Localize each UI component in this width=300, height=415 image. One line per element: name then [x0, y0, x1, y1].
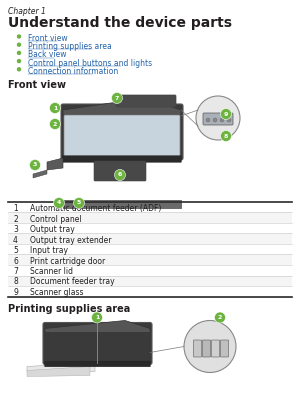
Circle shape [29, 159, 40, 171]
Text: 2: 2 [53, 122, 57, 127]
Text: Printing supplies area: Printing supplies area [8, 305, 130, 315]
Text: Back view: Back view [28, 50, 67, 59]
Circle shape [115, 169, 125, 181]
Text: 1: 1 [13, 204, 18, 213]
FancyBboxPatch shape [64, 115, 180, 157]
Circle shape [17, 35, 20, 38]
Circle shape [220, 130, 232, 142]
Circle shape [206, 118, 210, 122]
FancyBboxPatch shape [212, 340, 220, 357]
Text: 8: 8 [224, 134, 228, 139]
FancyBboxPatch shape [220, 340, 229, 357]
Text: Connection information: Connection information [28, 67, 118, 76]
Text: Printing supplies area: Printing supplies area [28, 42, 112, 51]
Text: 6: 6 [13, 256, 18, 266]
Circle shape [17, 43, 20, 46]
Text: Control panel buttons and lights: Control panel buttons and lights [28, 59, 152, 68]
Text: 4: 4 [57, 200, 61, 205]
FancyBboxPatch shape [94, 161, 146, 181]
Circle shape [50, 119, 61, 129]
Text: 1: 1 [53, 105, 57, 110]
FancyBboxPatch shape [202, 340, 211, 357]
Text: Output tray extender: Output tray extender [30, 235, 112, 244]
Circle shape [227, 118, 231, 122]
Text: Control panel: Control panel [30, 215, 82, 224]
Polygon shape [33, 170, 47, 178]
Text: Automatic document feeder (ADF): Automatic document feeder (ADF) [30, 204, 161, 213]
Text: 3: 3 [33, 163, 37, 168]
FancyBboxPatch shape [194, 340, 202, 357]
Text: Scanner lid: Scanner lid [30, 267, 73, 276]
Text: Front view: Front view [28, 34, 68, 43]
FancyBboxPatch shape [8, 234, 292, 244]
Text: 3: 3 [13, 225, 18, 234]
Text: 1: 1 [95, 315, 99, 320]
Text: 7: 7 [115, 95, 119, 100]
FancyBboxPatch shape [8, 254, 292, 265]
Polygon shape [27, 362, 95, 371]
Polygon shape [63, 200, 181, 208]
FancyBboxPatch shape [203, 113, 233, 125]
Text: Input tray: Input tray [30, 246, 68, 255]
Text: Front view: Front view [8, 80, 66, 90]
Text: 2: 2 [13, 215, 18, 224]
FancyBboxPatch shape [8, 212, 292, 223]
Text: 9: 9 [224, 112, 228, 117]
Circle shape [17, 68, 20, 71]
Circle shape [74, 198, 85, 208]
Circle shape [196, 96, 240, 140]
Polygon shape [63, 98, 181, 115]
FancyBboxPatch shape [8, 276, 292, 286]
Polygon shape [45, 320, 150, 332]
Polygon shape [47, 158, 63, 170]
FancyBboxPatch shape [63, 156, 181, 162]
Circle shape [220, 118, 224, 122]
Circle shape [50, 103, 61, 113]
Text: Output tray: Output tray [30, 225, 75, 234]
Circle shape [53, 198, 64, 208]
Text: Scanner glass: Scanner glass [30, 288, 83, 297]
FancyBboxPatch shape [61, 104, 183, 160]
Text: Understand the device parts: Understand the device parts [8, 16, 232, 30]
Polygon shape [27, 366, 90, 376]
FancyBboxPatch shape [116, 95, 176, 107]
Circle shape [17, 51, 20, 54]
Circle shape [112, 93, 122, 103]
Circle shape [92, 312, 103, 323]
Text: Print cartridge door: Print cartridge door [30, 256, 105, 266]
Text: 4: 4 [13, 235, 18, 244]
Circle shape [17, 60, 20, 63]
FancyBboxPatch shape [45, 361, 150, 367]
Circle shape [214, 312, 226, 323]
Circle shape [220, 108, 232, 120]
Text: 2: 2 [218, 315, 222, 320]
Text: 5: 5 [77, 200, 81, 205]
Circle shape [213, 118, 217, 122]
Text: Chapter 1: Chapter 1 [8, 7, 46, 16]
Text: 9: 9 [13, 288, 18, 297]
Text: 7: 7 [13, 267, 18, 276]
FancyBboxPatch shape [43, 322, 152, 364]
Text: Document feeder tray: Document feeder tray [30, 278, 115, 286]
Circle shape [184, 320, 236, 373]
Text: 8: 8 [13, 278, 18, 286]
Text: 5: 5 [13, 246, 18, 255]
Text: 6: 6 [118, 173, 122, 178]
